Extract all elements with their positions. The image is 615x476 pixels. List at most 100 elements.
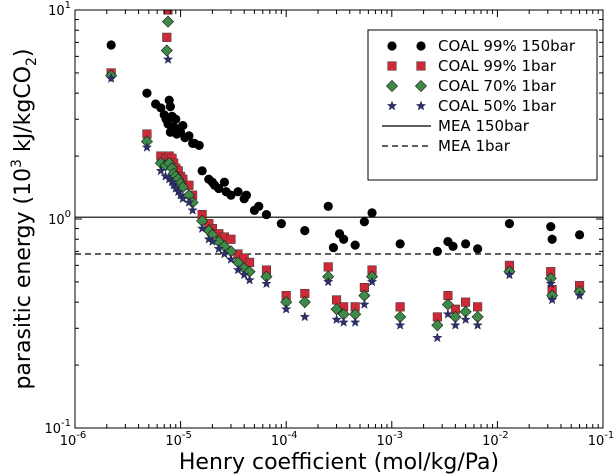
data-point [197,166,207,176]
data-point [395,239,405,249]
data-point [232,264,244,275]
legend-marker [387,61,397,71]
data-point [213,243,224,254]
data-point [226,190,236,200]
data-point [214,183,224,194]
data-point [162,32,172,42]
data-point [432,332,443,343]
data-point [547,234,557,244]
data-point [184,131,194,141]
y-axis-label-close: ) [11,48,36,57]
y-axis-label-mid: kJ/kgCO [11,66,36,159]
series-circle [106,40,585,256]
legend-box [367,29,598,181]
x-tick-label: 10-3 [377,430,404,449]
data-point [187,204,198,215]
data-point [241,190,252,200]
data-point [473,244,483,254]
data-point [155,165,166,176]
data-point [472,319,483,330]
legend-marker [386,100,398,111]
x-tick-label: 10-5 [165,430,192,449]
data-point [244,274,255,285]
data-points [105,10,586,343]
data-point [547,294,558,305]
reference-lines [75,216,603,255]
data-point [504,219,515,229]
data-point [359,299,370,309]
data-point [367,208,377,218]
legend-marker [416,41,426,51]
legend-marker [387,41,397,51]
data-point [339,234,349,244]
data-point [197,223,208,233]
data-point [300,226,310,236]
series-star [106,54,585,343]
legend: COAL 99% 150bar COAL 99% 1bar COAL 70% 1ba… [367,29,598,181]
legend-label: MEA 1bar [438,137,511,155]
data-point [431,319,444,332]
data-point [323,262,333,272]
data-point [350,240,360,250]
data-point [460,314,471,324]
data-point [323,276,334,287]
x-tick-label: 10-2 [482,430,509,449]
data-point [442,308,454,319]
data-point [172,129,182,139]
data-point [161,15,175,28]
x-tick-label: 10-6 [60,430,87,449]
data-point [226,234,236,244]
y-tick-label: 101 [48,0,71,19]
data-point [171,114,181,124]
data-point [276,219,286,229]
data-point [395,319,406,330]
data-point [233,187,243,197]
data-point [546,221,556,232]
data-point [395,302,405,312]
y-axis-label: parasitic energy (103 kJ/kgCO2) [9,48,40,389]
data-point [261,209,272,220]
data-point [239,269,250,280]
data-point [473,302,483,312]
data-point [281,303,292,314]
data-point [359,217,369,227]
data-point [261,278,272,289]
data-point [504,269,515,280]
data-point [328,242,339,253]
data-point [461,239,471,249]
x-axis-label: Henry coefficient (mol/kg/Pa) [179,450,499,475]
data-point [165,101,175,112]
data-point [142,88,152,98]
data-point [574,290,585,300]
data-point [254,201,264,211]
legend-label: MEA 150bar [438,117,530,135]
data-point [194,140,204,150]
legend-marker [415,100,427,111]
data-point [141,142,153,152]
data-point [162,54,174,64]
data-point [106,40,116,50]
data-point [461,297,471,307]
legend-label: COAL 99% 150bar [438,37,576,55]
data-point [178,120,188,131]
legend-marker [416,61,426,71]
data-point [545,278,556,289]
data-point [331,314,342,324]
data-point [338,317,349,327]
y-axis-label-main: parasitic energy (10 [11,168,36,390]
data-point [219,248,230,259]
y-tick-label: 100 [48,209,71,228]
data-point [299,311,310,322]
legend-marker [385,79,399,93]
x-tick-label: 10-4 [271,430,298,449]
series-square [106,10,585,322]
data-point [156,103,166,113]
data-point [574,230,585,240]
data-point [350,317,361,327]
data-point [298,296,311,309]
data-point [450,319,461,330]
x-tick-label: 10-1 [588,430,615,449]
data-point [432,246,442,256]
data-point [177,193,188,204]
data-point [207,236,218,246]
